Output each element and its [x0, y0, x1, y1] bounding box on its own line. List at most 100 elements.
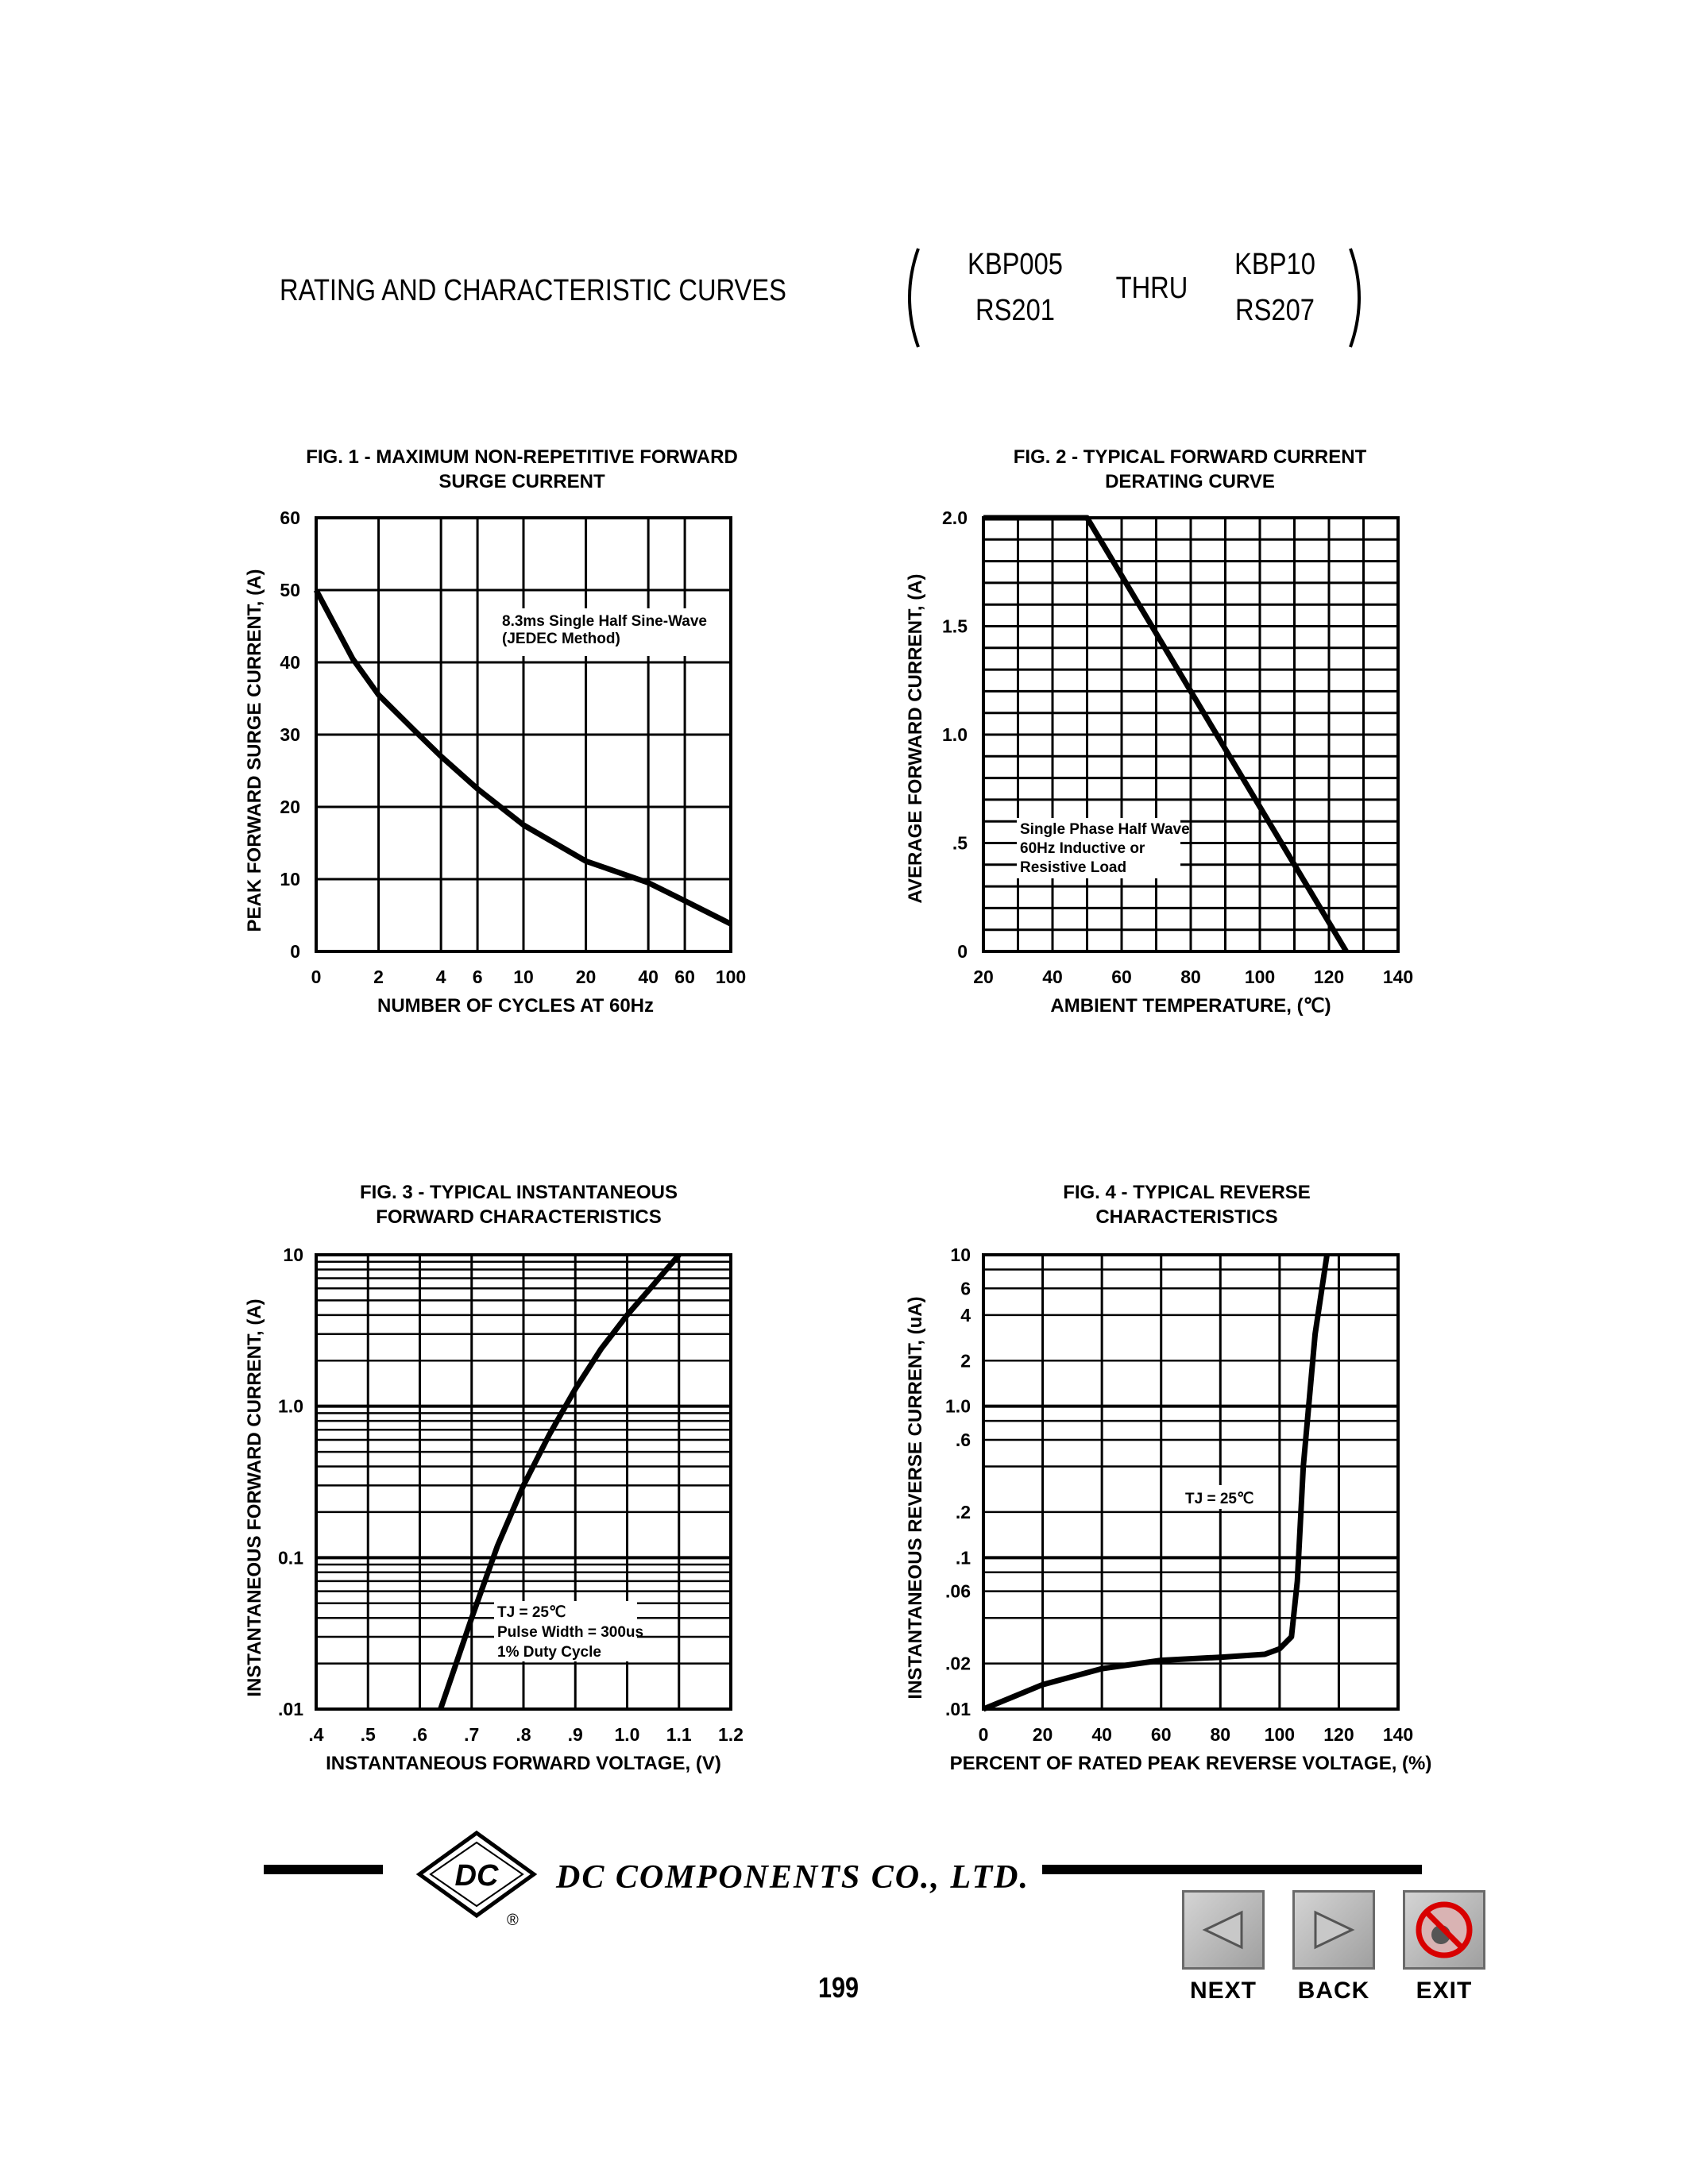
next-label[interactable]: NEXT	[1189, 1978, 1257, 2004]
fig1-title-line1: FIG. 1 - MAXIMUM NON-REPETITIVE FORWARD	[306, 446, 738, 468]
page-number: 199	[818, 1971, 859, 2004]
fig4-series-line	[982, 1254, 1330, 1712]
fig2-annotation-line: 60Hz Inductive or	[1020, 840, 1145, 857]
fig1-x-axis-label: NUMBER OF CYCLES AT 60Hz	[377, 995, 654, 1017]
left-paren	[908, 248, 920, 348]
exit-button[interactable]	[1403, 1890, 1485, 1970]
fig4-x-tick-label: 0	[979, 1724, 989, 1745]
fig2-y-tick-label: 0	[957, 941, 968, 962]
fig1-title-line2: SURGE CURRENT	[438, 471, 605, 492]
back-label[interactable]: BACK	[1297, 1978, 1370, 2004]
arrow-right-icon	[1314, 1910, 1355, 1950]
fig4-title-line1: FIG. 4 - TYPICAL REVERSE	[1063, 1182, 1311, 1203]
fig1-x-tick-label: 60	[674, 967, 695, 987]
fig3-annotation-bg	[494, 1601, 637, 1661]
fig3-annotation-line: Pulse Width = 300us	[497, 1624, 643, 1641]
fig4-title: FIG. 4 - TYPICAL REVERSE CHARACTERISTICS	[869, 1180, 1505, 1229]
fig2-x-tick-label: 100	[1245, 967, 1275, 987]
fig1-annotation-bg	[499, 608, 699, 656]
fig4-y-tick-label: .06	[945, 1581, 971, 1602]
fig1-title: FIG. 1 - MAXIMUM NON-REPETITIVE FORWARD …	[204, 445, 840, 494]
fig1-x-tick-label: 20	[576, 967, 597, 987]
fig2-y-tick-label: .5	[952, 833, 968, 854]
fig2-x-tick-label: 120	[1314, 967, 1344, 987]
fig4-x-axis-label: PERCENT OF RATED PEAK REVERSE VOLTAGE, (…	[950, 1753, 1432, 1774]
fig4-y-tick-label: .1	[956, 1547, 971, 1568]
registered-mark: ®	[507, 1912, 519, 1929]
back-button[interactable]	[1292, 1890, 1375, 1970]
fig3-y-tick-label: 10	[283, 1244, 303, 1265]
fig3-annotation-line: TJ = 25℃	[497, 1604, 566, 1621]
fig2-title-line1: FIG. 2 - TYPICAL FORWARD CURRENT	[1013, 446, 1367, 468]
fig3-x-tick-label: .4	[308, 1724, 323, 1745]
fig3-x-axis-label: INSTANTANEOUS FORWARD VOLTAGE, (V)	[326, 1753, 721, 1774]
fig4-x-tick-label: 120	[1323, 1724, 1354, 1745]
fig3-series-line	[438, 1252, 682, 1711]
fig1-x-tick-label: 2	[373, 967, 384, 987]
fig1-y-tick-label: 20	[280, 797, 300, 817]
footer-rule-left	[264, 1865, 383, 1874]
fig1-x-tick-label: 6	[473, 967, 483, 987]
fig3-x-tick-label: 1.2	[718, 1724, 744, 1745]
fig3-x-tick-label: 1.1	[666, 1724, 692, 1745]
fig2-annotation-bg	[1017, 818, 1180, 878]
fig4-x-tick-label: 40	[1091, 1724, 1112, 1745]
fig4-plot-frame	[982, 1253, 1400, 1711]
logo-inner-diamond-icon	[429, 1841, 524, 1908]
fig4-x-tick-label: 60	[1151, 1724, 1172, 1745]
fig1-y-tick-label: 40	[280, 652, 300, 673]
fig3-x-tick-label: .6	[412, 1724, 427, 1745]
fig4-y-tick-label: .2	[956, 1502, 971, 1522]
fig1-y-tick-label: 10	[280, 869, 300, 889]
fig4-y-tick-label: .02	[945, 1653, 971, 1674]
fig3-annotation-line: 1% Duty Cycle	[497, 1644, 601, 1661]
fig4-y-tick-label: 2	[960, 1350, 971, 1371]
company-name: DC COMPONENTS CO., LTD.	[556, 1859, 1029, 1896]
fig2-x-tick-label: 140	[1383, 967, 1413, 987]
fig2-annotation-line: Resistive Load	[1020, 859, 1126, 876]
fig3-x-tick-label: .5	[361, 1724, 376, 1745]
fig1-y-tick-label: 0	[290, 941, 300, 962]
fig3-x-tick-label: 1.0	[615, 1724, 640, 1745]
fig2-y-tick-label: 1.5	[942, 616, 968, 637]
fig4-x-tick-label: 140	[1383, 1724, 1413, 1745]
fig1-y-tick-label: 60	[280, 507, 300, 528]
fig1-y-tick-label: 30	[280, 724, 300, 745]
page-title: RATING AND CHARACTERISTIC CURVES	[280, 274, 786, 307]
fig1-annotation-line: 8.3ms Single Half Sine-Wave	[502, 613, 707, 630]
part-range-brackets	[908, 248, 1361, 348]
fig3-x-tick-label: .8	[516, 1724, 531, 1745]
fig3-x-tick-label: .9	[568, 1724, 583, 1745]
fig1-y-axis-label: PEAK FORWARD SURGE CURRENT, (A)	[244, 569, 265, 932]
part-top-right: KBP10	[1234, 248, 1315, 281]
footer-rule-right	[1042, 1865, 1422, 1874]
fig2-title: FIG. 2 - TYPICAL FORWARD CURRENT DERATIN…	[872, 445, 1508, 494]
fig4-title-line2: CHARACTERISTICS	[1095, 1206, 1278, 1228]
no-entry-icon	[1416, 1901, 1473, 1958]
fig1-annotation-line: (JEDEC Method)	[502, 631, 620, 647]
fig4-y-tick-label: .01	[945, 1699, 971, 1719]
fig3-title-line2: FORWARD CHARACTERISTICS	[376, 1206, 662, 1228]
fig3-x-tick-label: .7	[464, 1724, 479, 1745]
fig3-plot-frame	[315, 1253, 732, 1711]
fig3-y-tick-label: 0.1	[278, 1547, 303, 1568]
logo-diamond-icon	[415, 1830, 538, 1919]
fig2-y-axis-label: AVERAGE FORWARD CURRENT, (A)	[905, 573, 926, 903]
part-thru: THRU	[1115, 272, 1188, 305]
fig2-y-tick-label: 1.0	[942, 724, 968, 745]
fig1-x-tick-label: 40	[638, 967, 659, 987]
fig4-annotation-line: TJ = 25℃	[1185, 1491, 1253, 1507]
fig2-plot-frame	[982, 516, 1400, 953]
fig3-y-axis-label: INSTANTANEOUS FORWARD CURRENT, (A)	[244, 1298, 265, 1696]
next-button[interactable]	[1182, 1890, 1265, 1970]
exit-label[interactable]: EXIT	[1416, 1978, 1473, 2004]
logo-text: DC	[455, 1859, 499, 1893]
fig2-series-line	[983, 515, 1349, 953]
fig1-plot-frame	[315, 516, 732, 953]
fig2-annotation-line: Single Phase Half Wave	[1020, 821, 1190, 838]
part-bottom-right: RS207	[1235, 294, 1315, 327]
fig4-y-tick-label: 4	[960, 1305, 971, 1325]
fig4-x-tick-label: 80	[1210, 1724, 1230, 1745]
